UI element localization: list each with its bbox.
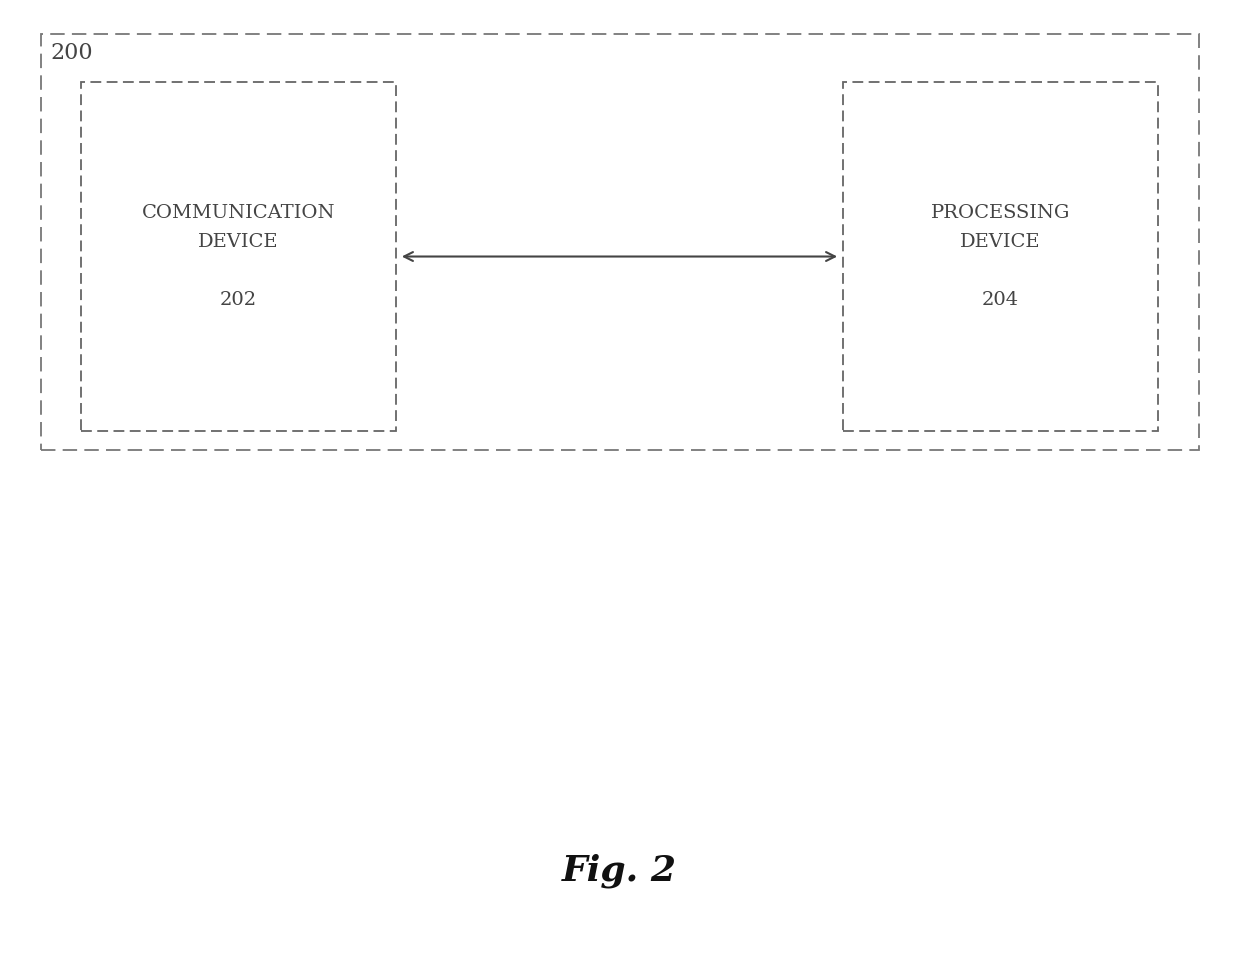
Bar [843,82,1158,431]
Text: COMMUNICATION
DEVICE

202: COMMUNICATION DEVICE 202 [141,203,336,310]
Text: PROCESSING
DEVICE

204: PROCESSING DEVICE 204 [930,203,1070,310]
Bar [81,82,396,431]
Text: Fig. 2: Fig. 2 [563,854,676,889]
Bar [41,34,1199,450]
Text: 200: 200 [51,42,93,64]
